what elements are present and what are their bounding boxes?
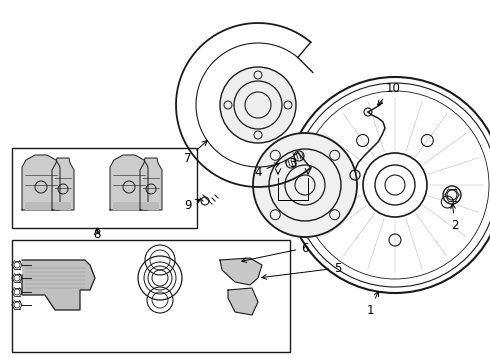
Polygon shape: [220, 258, 262, 285]
Text: 4: 4: [254, 163, 279, 179]
Bar: [12, 240, 290, 352]
Polygon shape: [113, 202, 145, 210]
Polygon shape: [110, 155, 148, 210]
Text: 2: 2: [451, 204, 459, 231]
Text: 8: 8: [93, 229, 100, 242]
Circle shape: [253, 133, 357, 237]
Polygon shape: [22, 260, 95, 310]
Polygon shape: [140, 158, 162, 210]
Bar: [12, 148, 197, 228]
Text: 1: 1: [366, 292, 379, 316]
Circle shape: [220, 67, 296, 143]
Text: 7: 7: [184, 141, 207, 165]
Text: 6: 6: [242, 242, 309, 262]
Polygon shape: [55, 202, 71, 210]
Polygon shape: [143, 202, 159, 210]
Text: 9: 9: [184, 198, 200, 212]
Polygon shape: [52, 158, 74, 210]
Text: 3: 3: [289, 157, 296, 170]
Polygon shape: [22, 155, 60, 210]
Text: 10: 10: [378, 81, 400, 105]
Polygon shape: [228, 288, 258, 315]
Text: 5: 5: [262, 261, 342, 279]
Polygon shape: [25, 202, 57, 210]
